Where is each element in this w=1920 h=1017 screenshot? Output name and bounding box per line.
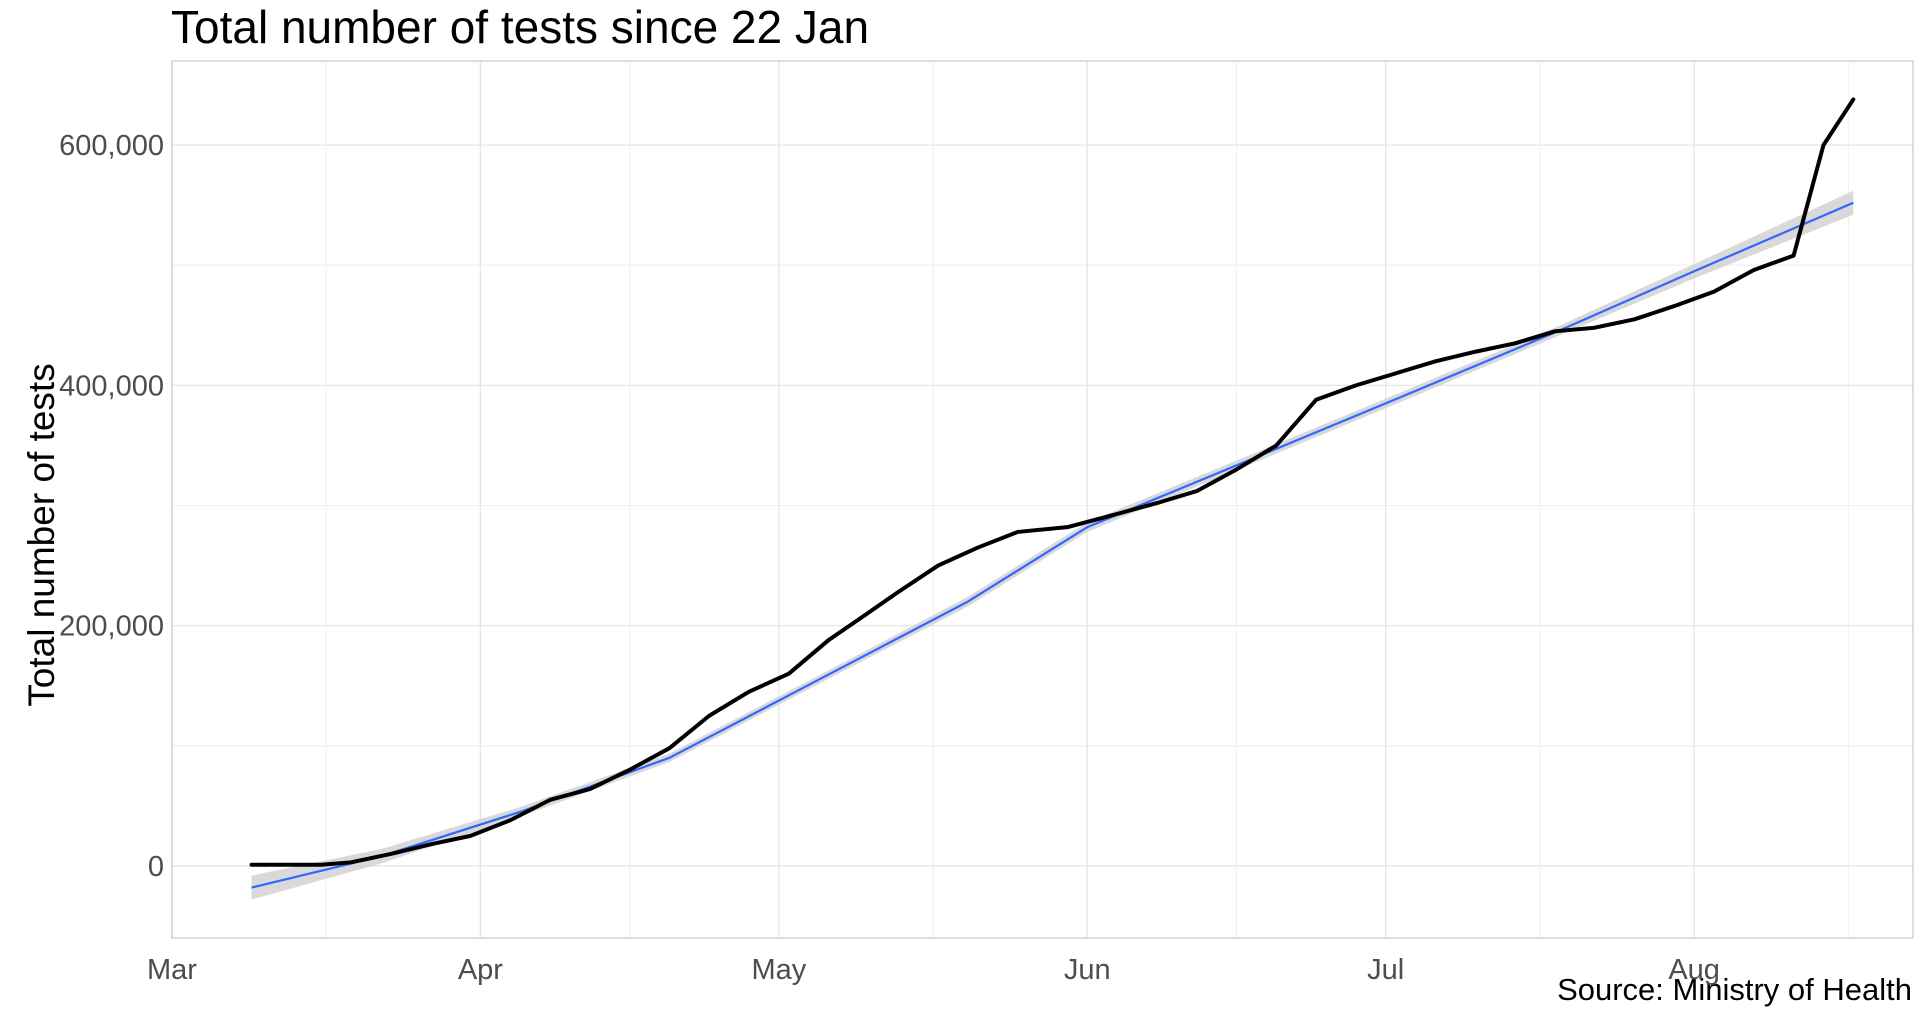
y-tick-label: 400,000 <box>59 370 164 402</box>
series-layer <box>249 97 1856 867</box>
major-gridlines <box>171 61 1913 938</box>
x-tick-label: Aug <box>1668 954 1720 986</box>
trend-line <box>251 201 1854 889</box>
y-tick-label: 600,000 <box>59 130 164 162</box>
x-tick-label: Mar <box>147 954 197 986</box>
panel-border <box>171 60 1914 939</box>
x-tick-label: Jul <box>1367 954 1404 986</box>
tick-labels: Mar Apr May Jun Jul Aug 0 200,000 400,000 600,000 <box>59 130 1720 986</box>
confidence-band <box>251 190 1854 900</box>
chart-title: Total number of tests since 22 Jan <box>171 1 870 53</box>
series-line-total-tests <box>249 97 1856 867</box>
x-tick-label: May <box>751 954 806 986</box>
confidence-band-layer <box>251 190 1854 900</box>
y-tick-label: 200,000 <box>59 611 164 643</box>
x-tick-label: Jun <box>1064 954 1111 986</box>
trend-line-layer <box>251 201 1854 889</box>
chart-caption: Source: Ministry of Health <box>1557 972 1912 1007</box>
x-tick-label: Apr <box>458 954 503 986</box>
y-tick-label: 0 <box>148 851 164 883</box>
minor-gridlines <box>172 61 1913 938</box>
panel-border-rect <box>171 60 1914 939</box>
